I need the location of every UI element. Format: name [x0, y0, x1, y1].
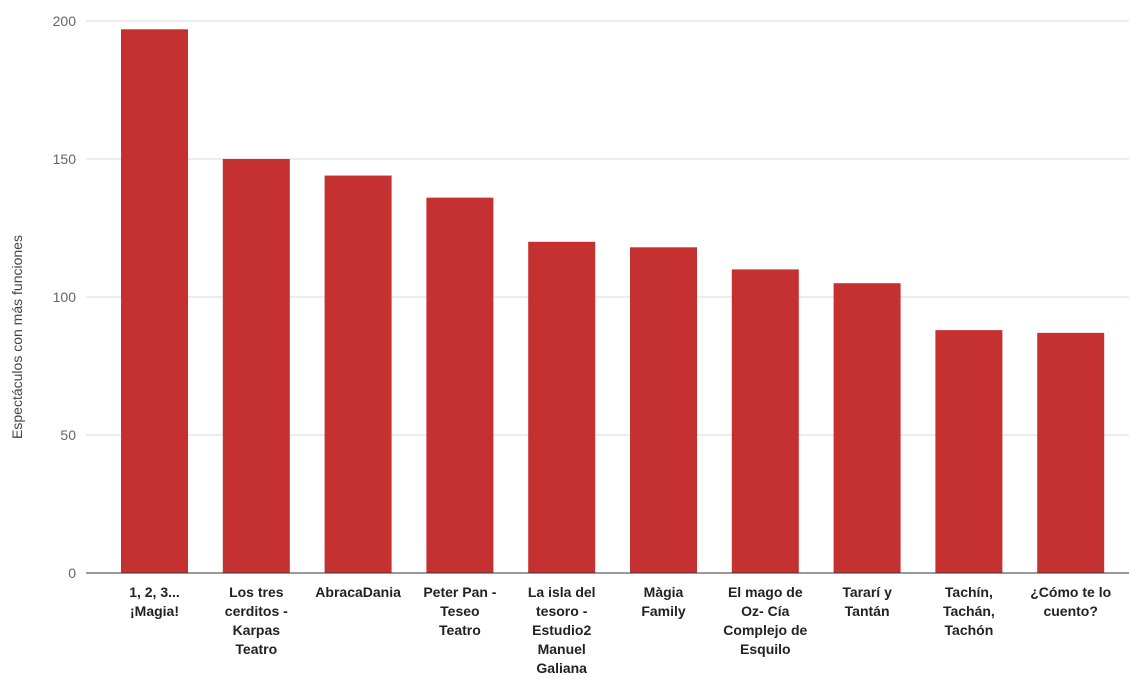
x-tick-label-line: Oz- Cía [741, 603, 789, 619]
x-tick-label-line: Estudio2 [532, 622, 591, 638]
x-tick-label-line: Karpas [233, 622, 281, 638]
x-tick-label-line: Peter Pan - [423, 584, 496, 600]
y-axis-ticks: 0 50 100 150 200 [53, 13, 77, 581]
bar[interactable] [1037, 332, 1105, 573]
y-tick-label: 0 [68, 565, 76, 581]
x-tick-label: Los tres cerditos - Karpas Teatro [225, 584, 288, 657]
x-tick-label-line: 1, 2, 3... [129, 584, 180, 600]
x-tick-label-line: Tachán, [943, 603, 995, 619]
x-tick-label-line: ¡Magia! [130, 603, 179, 619]
bar[interactable] [833, 283, 901, 573]
x-tick-label: La isla del tesoro - Estudio2 Manuel Galiana [528, 584, 596, 676]
x-tick-label: Peter Pan - Teseo Teatro [423, 584, 496, 638]
bar[interactable] [121, 29, 188, 573]
x-tick-label-line: ¿Cómo te lo [1030, 584, 1111, 600]
x-tick-label-line: Màgia [644, 584, 684, 600]
y-axis-title: Espectáculos con más funciones [9, 235, 25, 439]
x-tick-label-line: Tararí y [842, 584, 892, 600]
x-tick-label: Màgia Family [641, 584, 686, 619]
bar[interactable] [935, 330, 1003, 573]
bar[interactable] [731, 269, 799, 573]
x-tick-label-line: La isla del [528, 584, 596, 600]
x-tick-label: Tararí y Tantán [842, 584, 892, 619]
x-tick-label: ¿Cómo te lo cuento? [1030, 584, 1111, 619]
y-tick-label: 150 [53, 151, 77, 167]
bar[interactable] [222, 159, 290, 573]
y-tick-label: 100 [53, 289, 77, 305]
x-tick-label-line: Teatro [235, 641, 277, 657]
bar[interactable] [630, 247, 697, 573]
bar[interactable] [528, 241, 596, 574]
y-tick-label: 200 [53, 13, 77, 29]
x-tick-label-line: Los tres [229, 584, 284, 600]
x-tick-label-line: Tantán [845, 603, 890, 619]
x-tick-label: AbracaDania [315, 584, 401, 600]
x-tick-label-line: Teseo [440, 603, 479, 619]
x-tick-label-line: Complejo de [723, 622, 807, 638]
x-tick-label: El mago de Oz- Cía Complejo de Esquilo [723, 584, 807, 657]
x-tick-label-line: Tachón [945, 622, 994, 638]
x-tick-label-line: Tachín, [945, 584, 993, 600]
x-axis-category-labels: 1, 2, 3... ¡Magia! Los tres cerditos - Karpa… [129, 584, 1111, 676]
x-tick-label-line: Galiana [536, 660, 587, 676]
x-tick-label: Tachín, Tachán, Tachón [943, 584, 995, 638]
bar[interactable] [324, 175, 392, 573]
y-tick-label: 50 [60, 427, 76, 443]
x-tick-label-line: AbracaDania [315, 584, 401, 600]
bars [121, 29, 1105, 574]
bar[interactable] [426, 197, 494, 573]
x-tick-label-line: Teatro [439, 622, 481, 638]
x-tick-label-line: tesoro - [536, 603, 588, 619]
x-tick-label-line: Family [641, 603, 686, 619]
x-tick-label-line: El mago de [728, 584, 803, 600]
x-tick-label-line: Manuel [538, 641, 586, 657]
x-tick-label-line: cuento? [1043, 603, 1097, 619]
x-tick-label: 1, 2, 3... ¡Magia! [129, 584, 180, 619]
x-tick-label-line: Esquilo [740, 641, 791, 657]
x-tick-label-line: cerditos - [225, 603, 288, 619]
